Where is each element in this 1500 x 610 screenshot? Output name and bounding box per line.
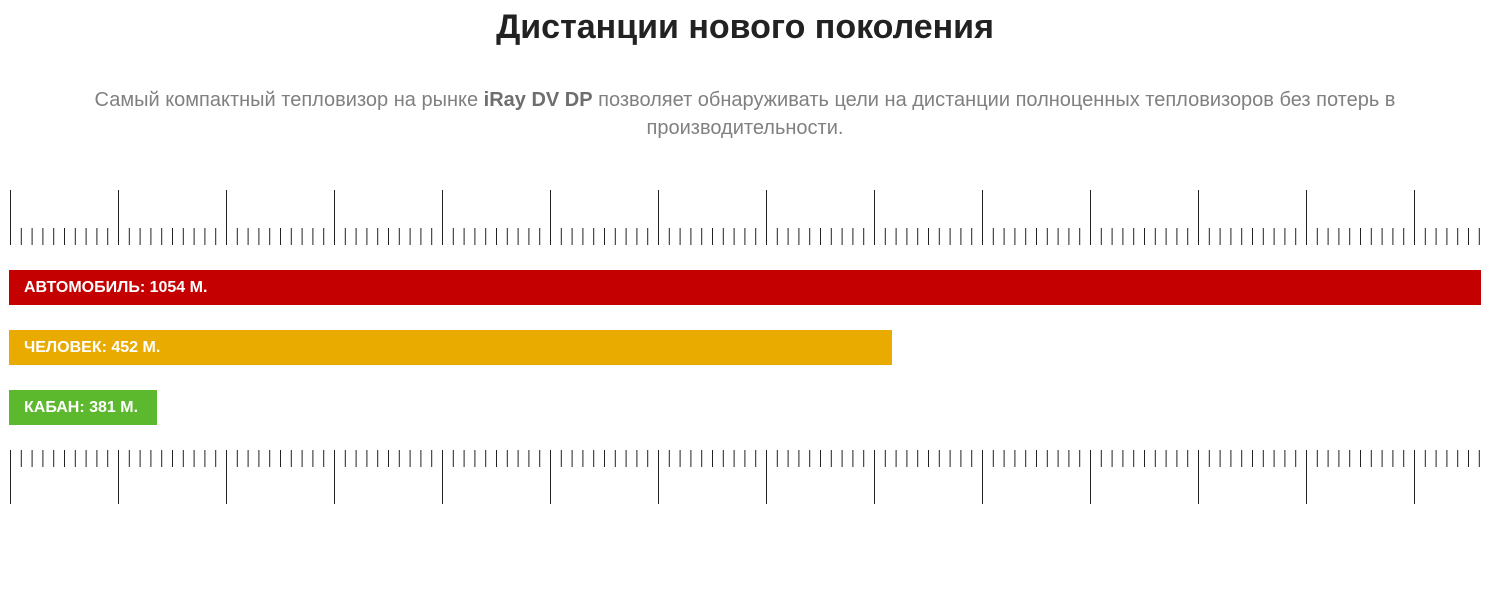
- title: Дистанции нового поколения: [496, 8, 994, 46]
- distance-bar: КАБАН: 381 М.: [9, 390, 157, 425]
- product-name: iRay DV DP: [483, 89, 593, 111]
- distance-bar: ЧЕЛОВЕК: 452 М.: [9, 330, 892, 365]
- subtitle-text: позволяет обнаруживать цели на дистанции…: [592, 89, 1396, 139]
- subtitle-text: Самый компактный тепловизор на рынке: [94, 89, 484, 111]
- distance-bar: АВТОМОБИЛЬ: 1054 М.: [9, 270, 1481, 305]
- ruler-top: [10, 190, 1480, 245]
- subtitle: Самый компактный тепловизор на рынке iRa…: [10, 86, 1480, 142]
- ruler-bottom: [10, 450, 1480, 504]
